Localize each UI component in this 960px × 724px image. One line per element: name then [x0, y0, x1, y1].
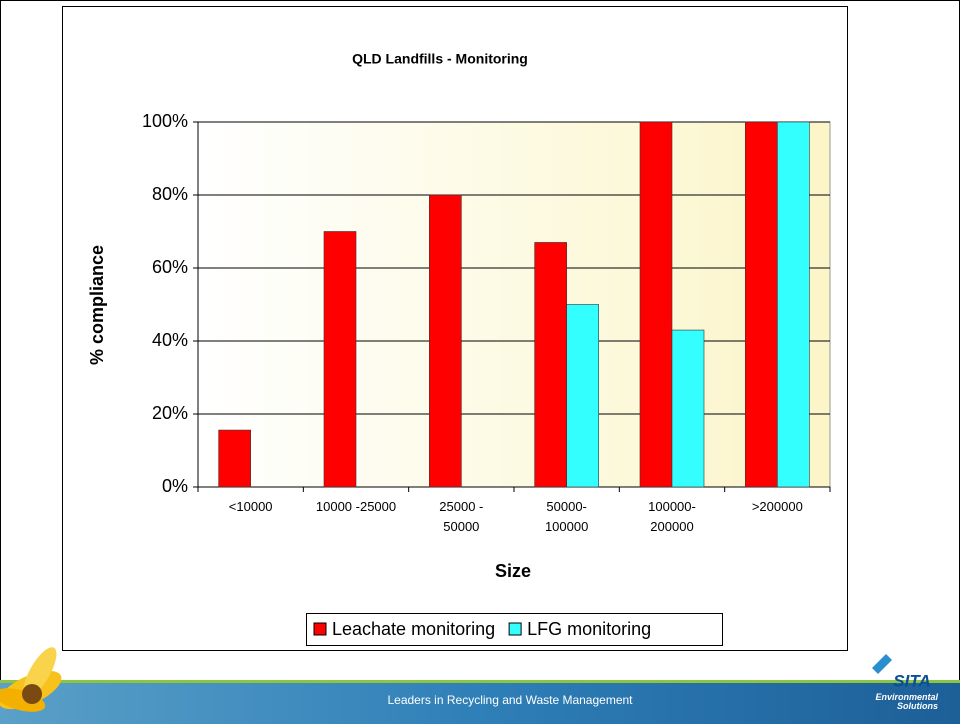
- bar: [639, 121, 673, 488]
- chart-title: QLD Landfills - Monitoring: [352, 51, 528, 67]
- plot-area: [197, 121, 831, 488]
- bar: [671, 329, 705, 488]
- bar: [566, 304, 599, 488]
- bar: [745, 121, 778, 488]
- bar: [323, 231, 357, 488]
- logo-sub: Environmental Solutions: [875, 693, 938, 711]
- legend-label: Leachate monitoring: [332, 619, 495, 639]
- bar: [218, 429, 251, 488]
- y-tick-label: 100%: [142, 111, 188, 131]
- y-tick-label: 40%: [152, 330, 188, 350]
- footer-band: [0, 682, 960, 724]
- y-tick-label: 20%: [152, 403, 188, 423]
- legend-swatch: [508, 622, 522, 636]
- legend-swatch: [313, 622, 327, 636]
- y-tick-label: 80%: [152, 184, 188, 204]
- y-tick-label: 60%: [152, 257, 188, 277]
- bar: [429, 194, 462, 488]
- footer-stripe: [0, 680, 960, 683]
- logo: SITA: [893, 671, 930, 690]
- logo-icon: [872, 654, 892, 674]
- x-axis-title: Size: [495, 561, 531, 581]
- logo-sub-box: Environmental Solutions: [875, 693, 938, 711]
- footer-tagline: Leaders in Recycling and Waste Managemen…: [387, 693, 633, 707]
- flower: [0, 647, 62, 712]
- y-axis-title: % compliance: [87, 245, 107, 365]
- y-tick-label: 0%: [162, 476, 188, 496]
- bar: [777, 121, 810, 488]
- bar: [534, 242, 567, 488]
- legend-label: LFG monitoring: [527, 619, 651, 639]
